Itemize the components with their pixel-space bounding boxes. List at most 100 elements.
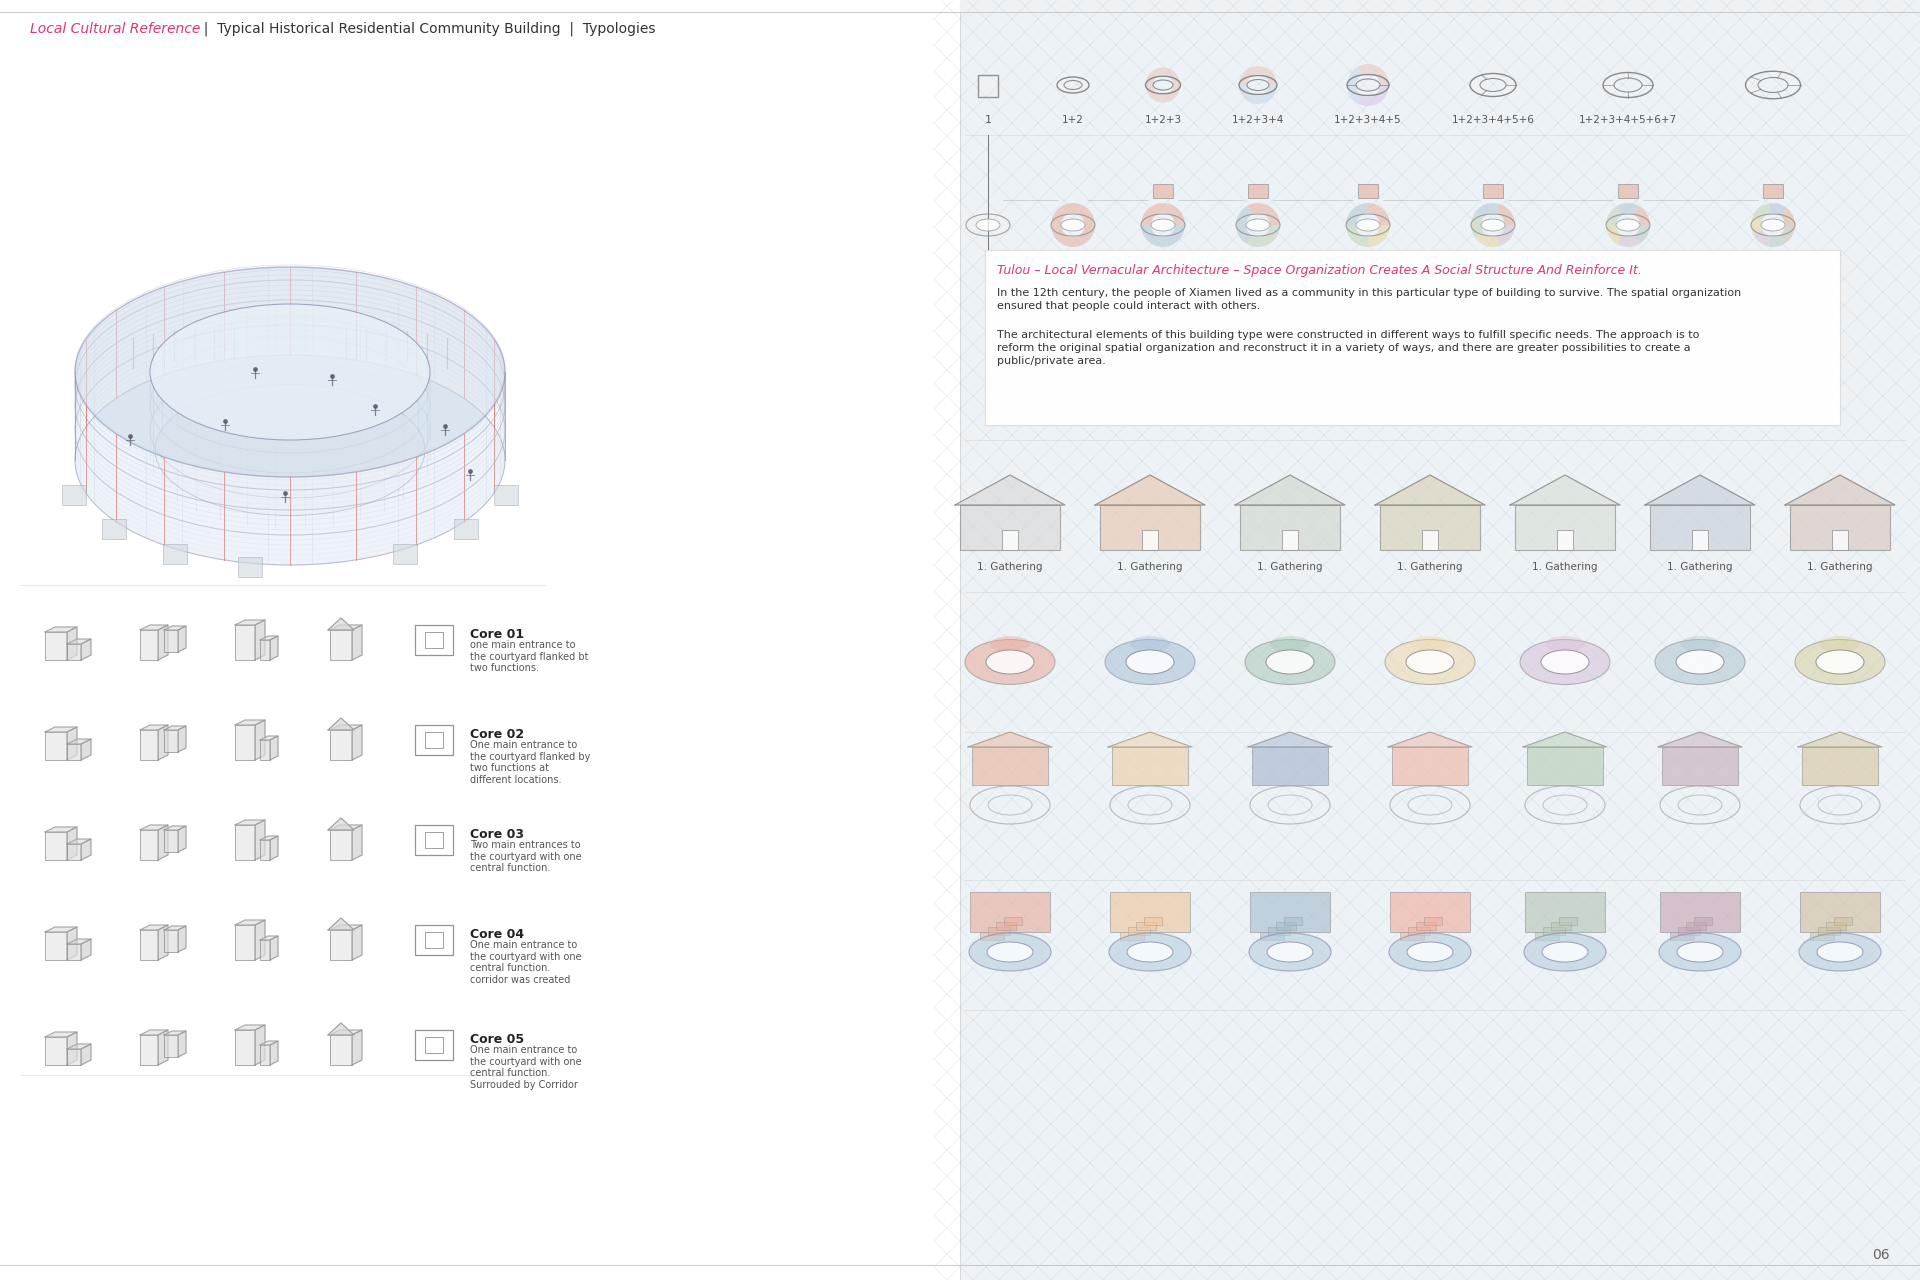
Text: Tulou – Local Vernacular Architecture – Space Organization Creates A Social Stru: Tulou – Local Vernacular Architecture – … — [996, 264, 1642, 276]
Text: Core 05: Core 05 — [470, 1033, 524, 1046]
Bar — [67, 644, 81, 660]
Ellipse shape — [1617, 219, 1640, 230]
Bar — [330, 829, 351, 860]
Bar — [67, 744, 81, 760]
Polygon shape — [67, 727, 77, 760]
Polygon shape — [157, 724, 169, 760]
Polygon shape — [259, 636, 278, 640]
Polygon shape — [271, 936, 278, 960]
Bar — [140, 730, 157, 760]
Bar — [330, 1036, 351, 1065]
Polygon shape — [255, 620, 265, 660]
Text: 1+2: 1+2 — [1062, 115, 1085, 125]
Bar — [1144, 916, 1162, 925]
Bar — [415, 1030, 453, 1060]
Bar — [1119, 932, 1144, 940]
Bar — [259, 1044, 271, 1065]
Bar — [1267, 927, 1290, 934]
Bar — [163, 931, 179, 952]
Wedge shape — [1768, 204, 1788, 215]
Polygon shape — [328, 718, 353, 730]
Ellipse shape — [1676, 942, 1722, 963]
Ellipse shape — [1521, 640, 1611, 685]
Bar — [1692, 530, 1709, 550]
Polygon shape — [351, 826, 363, 860]
Ellipse shape — [1409, 636, 1450, 652]
Bar — [1661, 892, 1740, 932]
Bar — [1801, 892, 1880, 932]
Polygon shape — [234, 820, 265, 826]
Text: Local Cultural Reference: Local Cultural Reference — [31, 22, 200, 36]
Bar — [989, 927, 1010, 934]
Polygon shape — [1523, 732, 1607, 748]
Polygon shape — [44, 827, 77, 832]
Polygon shape — [140, 625, 169, 630]
Text: 1+2+3+4+5+6+7: 1+2+3+4+5+6+7 — [1578, 115, 1676, 125]
Text: one main entrance to
the courtyard flanked bt
two functions.: one main entrance to the courtyard flank… — [470, 640, 589, 673]
Ellipse shape — [1127, 942, 1173, 963]
Wedge shape — [1475, 232, 1500, 247]
Polygon shape — [259, 936, 278, 940]
Polygon shape — [255, 1025, 265, 1065]
Wedge shape — [1346, 225, 1367, 247]
Ellipse shape — [987, 650, 1035, 675]
Ellipse shape — [1407, 942, 1453, 963]
Bar — [970, 892, 1050, 932]
Polygon shape — [140, 724, 169, 730]
Polygon shape — [44, 627, 77, 632]
Bar — [1524, 892, 1605, 932]
Polygon shape — [1094, 475, 1206, 506]
Bar — [1400, 932, 1425, 940]
Ellipse shape — [1356, 219, 1380, 230]
Bar — [1260, 932, 1284, 940]
Wedge shape — [1236, 206, 1252, 244]
Polygon shape — [67, 639, 90, 644]
Text: Two main entrances to
the courtyard with one
central function.: Two main entrances to the courtyard with… — [470, 840, 582, 873]
Polygon shape — [67, 827, 77, 860]
Polygon shape — [163, 826, 186, 829]
Wedge shape — [1617, 204, 1640, 215]
Bar — [259, 940, 271, 960]
Polygon shape — [44, 1032, 77, 1037]
Polygon shape — [255, 719, 265, 760]
Bar — [1423, 530, 1438, 550]
Polygon shape — [163, 726, 186, 730]
Ellipse shape — [966, 640, 1054, 685]
Ellipse shape — [991, 636, 1029, 652]
Text: One main entrance to
the courtyard with one
central function.
Surrouded by Corri: One main entrance to the courtyard with … — [470, 1044, 582, 1089]
Ellipse shape — [1388, 933, 1471, 972]
Wedge shape — [1780, 207, 1795, 225]
Bar — [493, 485, 518, 504]
Bar — [140, 1036, 157, 1065]
Bar — [1649, 506, 1749, 550]
Ellipse shape — [1799, 933, 1882, 972]
Polygon shape — [234, 620, 265, 625]
Polygon shape — [954, 475, 1066, 506]
Text: 1. Gathering: 1. Gathering — [1667, 562, 1732, 572]
Polygon shape — [1786, 475, 1895, 506]
Polygon shape — [330, 625, 363, 630]
Bar — [238, 557, 261, 577]
Bar — [234, 1030, 255, 1065]
Polygon shape — [81, 639, 90, 660]
Bar — [67, 844, 81, 860]
Bar — [1832, 530, 1847, 550]
Wedge shape — [1475, 204, 1500, 218]
Text: 06: 06 — [1872, 1248, 1889, 1262]
Polygon shape — [179, 1030, 186, 1057]
Polygon shape — [1509, 475, 1620, 506]
Polygon shape — [351, 1030, 363, 1065]
Bar — [1380, 506, 1480, 550]
Text: 1: 1 — [985, 115, 991, 125]
Text: One main entrance to
the courtyard with one
central function.
corridor was creat: One main entrance to the courtyard with … — [470, 940, 582, 984]
Ellipse shape — [1816, 942, 1862, 963]
Bar — [977, 76, 998, 97]
Bar — [1100, 506, 1200, 550]
Bar — [140, 931, 157, 960]
Polygon shape — [1388, 732, 1473, 748]
Polygon shape — [81, 739, 90, 760]
Polygon shape — [140, 1030, 169, 1036]
Ellipse shape — [1062, 219, 1085, 230]
Bar — [1425, 916, 1442, 925]
Bar — [330, 931, 351, 960]
